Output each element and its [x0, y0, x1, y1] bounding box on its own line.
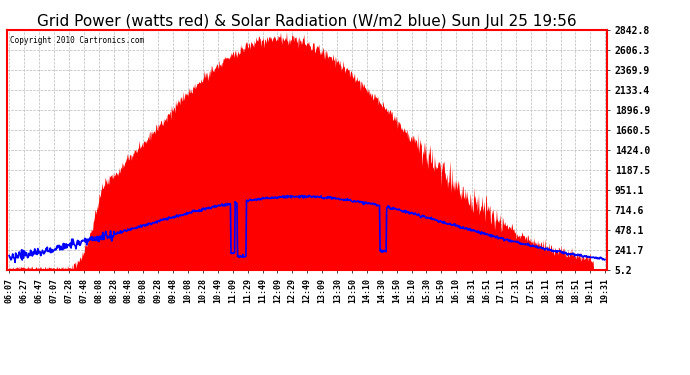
Title: Grid Power (watts red) & Solar Radiation (W/m2 blue) Sun Jul 25 19:56: Grid Power (watts red) & Solar Radiation… — [37, 14, 577, 29]
Text: Copyright 2010 Cartronics.com: Copyright 2010 Cartronics.com — [10, 36, 144, 45]
